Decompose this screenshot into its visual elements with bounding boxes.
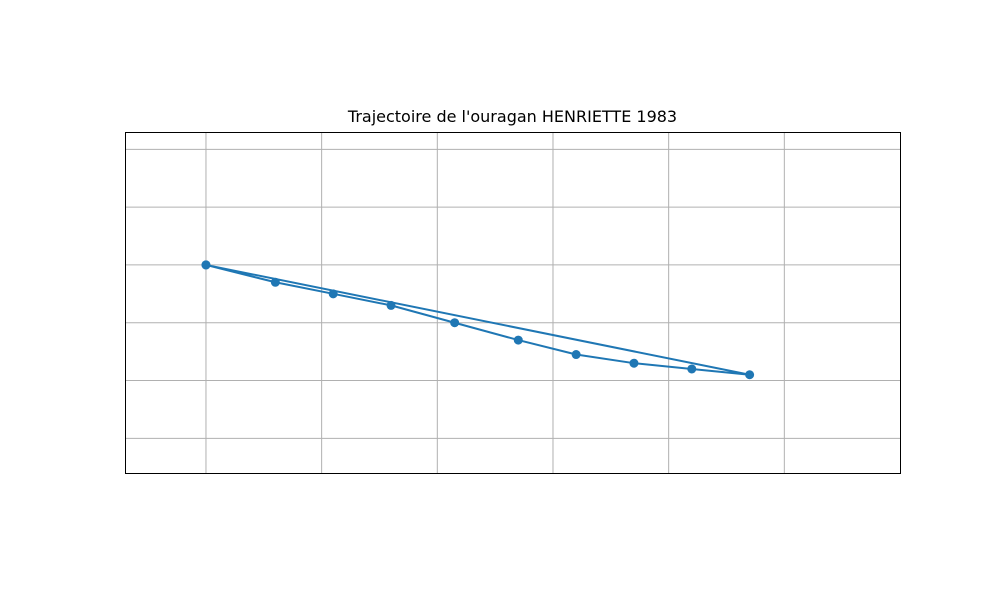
track-point-3 (386, 300, 396, 310)
track-line-0 (205, 263, 751, 376)
track-point-7 (629, 358, 639, 368)
grid (125, 132, 900, 473)
track-point-10 (201, 260, 211, 270)
track-point-4 (450, 318, 460, 328)
chart-title: Trajectoire de l'ouragan HENRIETTE 1983 (347, 107, 678, 126)
track-point-6 (571, 350, 581, 360)
track-point-9 (745, 370, 755, 380)
track-point-1 (270, 277, 280, 287)
track-point-8 (687, 364, 697, 374)
axes-frame (125, 132, 901, 474)
track-point-5 (513, 335, 523, 345)
track-point-2 (328, 289, 338, 299)
series-layer (201, 260, 755, 380)
